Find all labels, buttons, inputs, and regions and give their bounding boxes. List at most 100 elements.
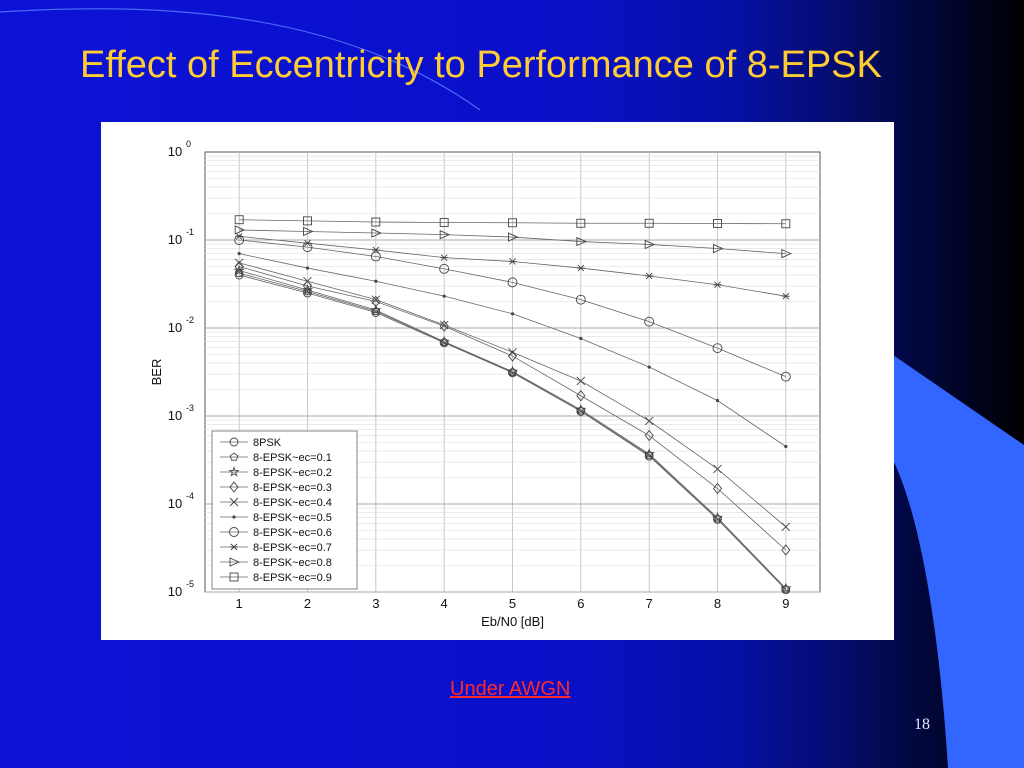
data-point: [510, 312, 515, 316]
data-point: [371, 228, 382, 238]
data-point: [579, 336, 583, 341]
data-point: [438, 335, 450, 347]
data-point: [644, 316, 655, 327]
legend-marker: [229, 572, 239, 582]
legend-marker: [229, 557, 241, 567]
data-point: [644, 239, 656, 250]
data-point: [371, 295, 381, 308]
data-point: [371, 246, 380, 254]
x-tick-label: 1: [236, 596, 243, 611]
data-point: [234, 235, 245, 245]
data-point: [713, 219, 722, 228]
data-point: [575, 403, 587, 415]
legend-label: 8-EPSK~ec=0.6: [253, 527, 332, 539]
data-point: [235, 233, 244, 240]
x-tick-label: 4: [441, 596, 448, 611]
legend-marker: [229, 527, 239, 537]
data-point: [711, 511, 724, 523]
data-point: [576, 264, 585, 272]
background-arc-line: [0, 8, 481, 111]
data-point: [715, 398, 720, 403]
data-point: [781, 544, 791, 556]
data-point: [301, 284, 314, 295]
data-point: [374, 279, 378, 283]
legend-label: 8-EPSK~ec=0.2: [253, 467, 332, 479]
data-point: [234, 258, 244, 268]
y-tick-exponent: 0: [186, 139, 191, 149]
data-point: [370, 304, 382, 315]
data-point: [780, 582, 792, 594]
data-point: [576, 406, 586, 416]
legend-marker: [228, 466, 240, 477]
x-tick-label: 8: [714, 596, 721, 611]
data-point: [713, 281, 722, 289]
data-point: [644, 416, 654, 426]
data-point: [644, 429, 654, 442]
data-point: [784, 444, 788, 449]
data-point: [781, 522, 791, 532]
legend-marker: [229, 481, 239, 493]
legend-label: 8-EPSK~ec=0.3: [253, 482, 332, 494]
data-point: [781, 585, 791, 595]
legend-label: 8-EPSK~ec=0.5: [253, 512, 332, 524]
data-point: [305, 266, 310, 270]
data-point: [780, 371, 791, 382]
data-point: [643, 448, 655, 459]
slide-number: 18: [914, 716, 930, 733]
x-axis-label: Eb/N0 [dB]: [481, 614, 544, 629]
legend-marker: [230, 543, 238, 551]
data-point: [371, 308, 381, 317]
data-point: [233, 264, 245, 276]
data-point: [508, 258, 517, 265]
series-line: [239, 272, 787, 590]
legend-label: 8-EPSK~ec=0.4: [253, 497, 332, 509]
y-tick-exponent: -5: [186, 579, 194, 589]
data-point: [439, 263, 450, 274]
data-point: [234, 215, 244, 225]
data-point: [371, 217, 381, 227]
data-point: [370, 251, 381, 262]
x-tick-label: 6: [577, 596, 584, 611]
data-point: [576, 236, 587, 247]
data-point: [576, 376, 586, 386]
y-tick-exponent: -1: [186, 227, 194, 237]
data-point: [234, 225, 246, 235]
data-point: [576, 218, 586, 228]
data-point: [713, 464, 722, 474]
data-point: [712, 482, 723, 495]
data-point: [234, 260, 244, 273]
y-tick-label: 10: [168, 232, 182, 247]
data-point: [508, 232, 519, 242]
data-point: [371, 295, 381, 304]
x-tick-label: 9: [782, 596, 789, 611]
series-line: [239, 229, 786, 255]
x-tick-label: 3: [372, 596, 379, 611]
y-tick-label: 10: [168, 584, 182, 599]
y-tick-label: 10: [168, 496, 182, 511]
data-point: [508, 218, 517, 228]
data-point: [647, 365, 651, 369]
legend-label: 8-EPSK~ec=0.8: [253, 557, 332, 569]
slide-title: Effect of Eccentricity to Performance of…: [80, 44, 882, 86]
data-point: [439, 338, 449, 348]
data-point: [442, 294, 446, 298]
data-point: [645, 272, 654, 280]
data-point: [439, 320, 449, 330]
caption-link[interactable]: Under AWGN: [450, 678, 571, 700]
data-point: [439, 218, 449, 227]
legend-label: 8-EPSK~ec=0.9: [253, 572, 332, 584]
data-point: [781, 219, 791, 229]
legend-label: 8PSK: [253, 437, 282, 449]
data-point: [508, 368, 517, 378]
chart-panel: 1 2 3 4 5 6 7 8 9 10 0 10 -1 10 -2 10 -3 10 -4 10 -5 Eb/N0 [d…: [101, 122, 894, 640]
y-tick-exponent: -4: [186, 491, 194, 501]
data-point: [713, 514, 722, 524]
data-point: [712, 343, 723, 354]
series-line: [239, 270, 787, 589]
data-point: [303, 226, 314, 237]
data-point: [303, 216, 312, 226]
y-tick-label: 10: [168, 144, 182, 159]
x-tick-label: 7: [646, 596, 653, 611]
